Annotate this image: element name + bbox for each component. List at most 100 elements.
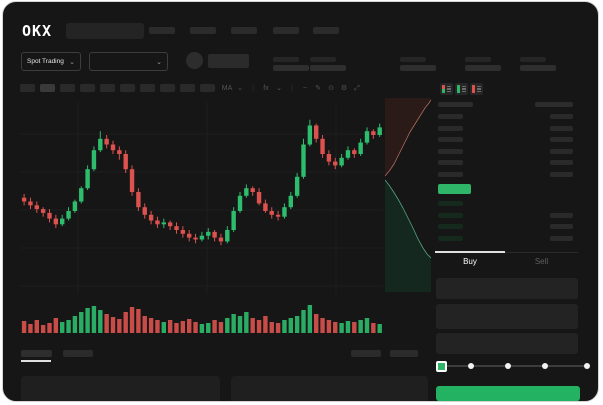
volume-bar xyxy=(364,318,370,333)
slider-dot-4[interactable] xyxy=(584,363,590,369)
settings-icon[interactable]: ⚙ xyxy=(340,85,348,92)
market-type-selector[interactable]: Spot Trading ⌄ xyxy=(21,52,81,71)
bid-amount[interactable] xyxy=(550,224,573,229)
candle-body xyxy=(320,138,325,154)
timeframe-button-8[interactable] xyxy=(160,84,175,92)
timeframe-button-9[interactable] xyxy=(180,84,195,92)
fx-indicator-icon[interactable]: fx xyxy=(263,85,269,92)
nav-item-4[interactable] xyxy=(273,27,299,34)
tab-buy[interactable]: Buy xyxy=(463,257,477,266)
volume-bar xyxy=(237,316,243,333)
ask-amount[interactable] xyxy=(550,172,573,177)
book-both-icon-colorbar xyxy=(442,85,446,93)
fullscreen-icon[interactable]: ⤢ xyxy=(354,85,360,92)
candle-body xyxy=(339,157,344,166)
book-buy-icon-colorbar xyxy=(457,85,461,93)
last-price-badge[interactable] xyxy=(438,184,471,194)
bid-price[interactable] xyxy=(438,224,463,229)
volume-bar xyxy=(282,320,287,333)
candle-body xyxy=(155,220,160,225)
timeframe-button-3[interactable] xyxy=(60,84,75,92)
total-field[interactable] xyxy=(436,333,578,354)
volume-bar xyxy=(142,316,147,333)
search-input[interactable] xyxy=(66,23,144,39)
ma-indicator-icon[interactable]: MA xyxy=(221,85,233,92)
candle-body xyxy=(136,192,141,208)
candle-body xyxy=(244,188,249,196)
stat-label-1 xyxy=(273,57,299,62)
bid-price[interactable] xyxy=(438,213,463,218)
ask-price[interactable] xyxy=(438,137,463,142)
candle-body xyxy=(326,154,332,162)
bid-amount[interactable] xyxy=(550,213,573,218)
nav-item-2[interactable] xyxy=(190,27,216,34)
bottom-tab-orders[interactable] xyxy=(21,350,52,357)
volume-bar xyxy=(263,316,268,333)
amount-slider-track[interactable] xyxy=(440,365,589,367)
timeframe-button-4[interactable] xyxy=(80,84,95,92)
timeframe-button-10[interactable] xyxy=(200,84,215,92)
candle-body xyxy=(263,203,268,211)
candle-body xyxy=(231,211,236,230)
timeframe-button-6[interactable] xyxy=(120,84,135,92)
amount-slider-handle[interactable] xyxy=(436,361,447,372)
chevron-down-icon[interactable]: ⌄ xyxy=(237,85,243,92)
ask-amount[interactable] xyxy=(550,160,573,165)
okx-logo[interactable]: OKX xyxy=(22,22,53,40)
ask-amount[interactable] xyxy=(550,149,573,154)
candle-body xyxy=(307,125,313,145)
bid-amount[interactable] xyxy=(550,236,573,241)
slider-dot-2[interactable] xyxy=(505,363,511,369)
book-both-icon[interactable] xyxy=(440,83,453,95)
timeframe-button-5[interactable] xyxy=(100,84,115,92)
ask-price[interactable] xyxy=(438,114,463,119)
timeframe-button-2[interactable] xyxy=(40,84,55,92)
draw-tool-icon[interactable]: ✎ xyxy=(315,85,321,92)
slider-dot-1[interactable] xyxy=(468,363,474,369)
candle-body xyxy=(21,197,27,202)
ask-amount[interactable] xyxy=(550,126,573,131)
nav-item-3[interactable] xyxy=(231,27,257,34)
bid-price[interactable] xyxy=(438,201,463,206)
book-sell-icon[interactable] xyxy=(470,83,483,95)
candle-body xyxy=(377,127,382,135)
nav-item-1[interactable] xyxy=(149,27,175,34)
candle-body xyxy=(28,201,33,206)
chevron-down-icon[interactable]: ⌄ xyxy=(276,85,282,92)
volume-bar xyxy=(110,317,116,333)
bid-price[interactable] xyxy=(438,236,463,241)
timeframe-button-1[interactable] xyxy=(20,84,35,92)
buy-submit-button[interactable] xyxy=(436,386,580,401)
book-buy-icon[interactable] xyxy=(455,83,468,95)
price-field[interactable] xyxy=(436,278,578,299)
ask-price[interactable] xyxy=(438,172,463,177)
bottom-action-button-1[interactable] xyxy=(351,350,381,357)
candle-body xyxy=(333,161,338,166)
volume-bar xyxy=(314,314,319,333)
volume-bar xyxy=(244,312,249,333)
pair-selector[interactable]: ⌄ xyxy=(89,52,168,71)
slider-dot-3[interactable] xyxy=(542,363,548,369)
line-tool-icon[interactable]: ~ xyxy=(302,85,308,92)
ask-price[interactable] xyxy=(438,149,463,154)
ask-amount[interactable] xyxy=(550,114,573,119)
candle-body xyxy=(345,150,351,158)
nav-item-5[interactable] xyxy=(313,27,339,34)
stat-value-4 xyxy=(465,65,501,71)
camera-icon[interactable]: ⊙ xyxy=(328,85,334,92)
candle-body xyxy=(364,131,370,143)
candle-body xyxy=(187,233,192,238)
volume-bar xyxy=(187,319,192,333)
tab-sell[interactable]: Sell xyxy=(534,257,549,266)
bottom-tab-history[interactable] xyxy=(63,350,93,357)
candle-body xyxy=(212,231,217,238)
ask-price[interactable] xyxy=(438,160,463,165)
candle-body xyxy=(294,176,300,196)
candle-body xyxy=(60,218,65,225)
candlestick-chart[interactable] xyxy=(21,102,383,294)
amount-field[interactable] xyxy=(436,304,578,329)
bottom-action-button-2[interactable] xyxy=(390,350,418,357)
ask-amount[interactable] xyxy=(550,137,573,142)
ask-price[interactable] xyxy=(438,126,463,131)
timeframe-button-7[interactable] xyxy=(140,84,155,92)
